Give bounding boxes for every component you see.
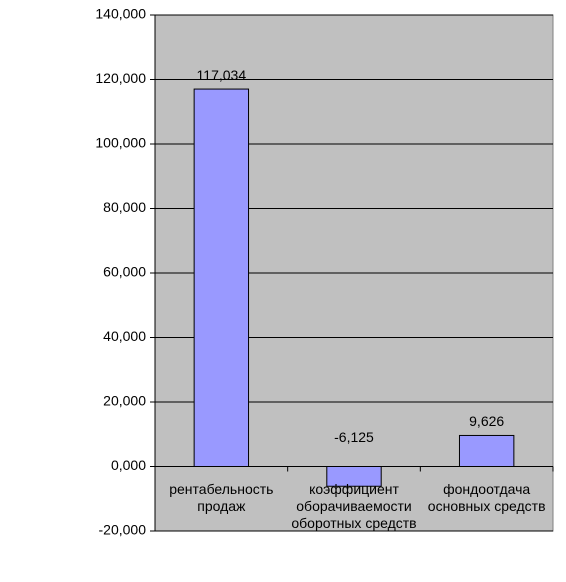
x-tick-label: коэффициент оборачиваемости оборотных ср… [291,480,417,531]
y-tick-label: 40,000 [103,328,146,344]
y-tick-label: -20,000 [99,522,147,538]
y-tick-label: 80,000 [103,199,146,215]
bar [193,88,250,468]
data-label: 9,626 [469,413,504,429]
x-tick-label: рентабельность продаж [169,480,274,514]
y-tick-label: 100,000 [95,135,146,151]
y-tick-label: 60,000 [103,264,146,280]
data-label: -6,125 [334,429,374,445]
x-tick-label: фондоотдача основных средств [427,480,546,514]
y-tick-label: 140,000 [95,6,146,22]
y-tick-label: 20,000 [103,393,146,409]
y-tick-label: 120,000 [95,70,146,86]
y-tick-label: 0,000 [111,457,146,473]
bar [458,434,515,467]
data-label: 117,034 [197,67,247,83]
